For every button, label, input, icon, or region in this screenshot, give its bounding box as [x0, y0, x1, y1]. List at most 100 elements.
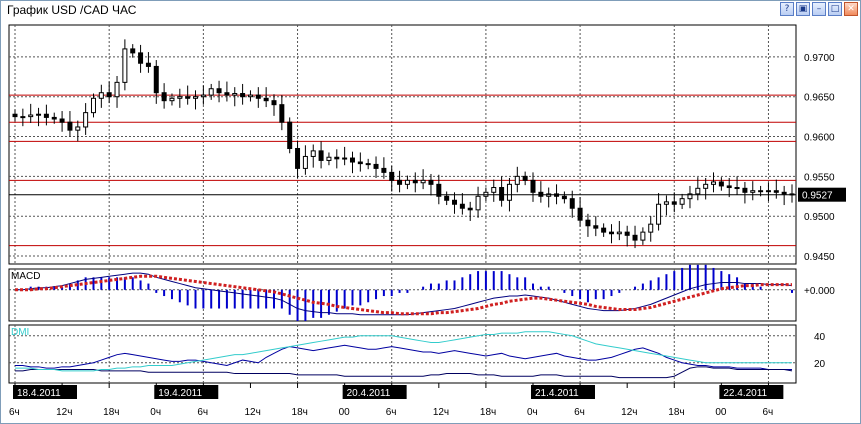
candle-body — [216, 88, 222, 94]
window-controls: ? ▣ – □ ✕ — [780, 2, 858, 16]
price-tick-label: 0.9500 — [804, 212, 835, 223]
dmi-series-line — [15, 331, 792, 372]
candle-body — [232, 93, 238, 96]
macd-pane: MACD +0.000 — [8, 264, 835, 322]
candle-body — [499, 187, 505, 201]
candle-body — [412, 179, 418, 184]
candle-body — [357, 161, 363, 165]
price-tick-label: 0.9600 — [804, 133, 835, 144]
candle-body — [711, 181, 717, 185]
price-tick-label: 0.9550 — [804, 172, 835, 183]
candle-body — [624, 231, 630, 236]
candle-body — [506, 183, 512, 201]
time-tick-label: 12ч — [244, 407, 260, 418]
candle-body — [530, 179, 536, 193]
candle-body — [200, 94, 206, 98]
candle-body — [169, 97, 175, 102]
candle-body — [334, 156, 340, 160]
time-tick-label: 00 — [715, 407, 727, 418]
candle-body — [185, 96, 191, 99]
candle-body — [12, 113, 18, 118]
dmi-title: DMI — [11, 327, 29, 338]
tile-button[interactable]: ▣ — [796, 2, 810, 16]
candle-body — [467, 207, 473, 211]
candle-body — [20, 116, 26, 119]
candle-body — [663, 201, 669, 205]
candle-body — [365, 163, 371, 166]
time-tick-label: 18ч — [292, 407, 308, 418]
date-label-box — [531, 385, 595, 399]
price-tick-label: 0.9700 — [804, 53, 835, 64]
candle-body — [601, 227, 607, 233]
candle-body — [271, 100, 277, 106]
candle-body — [608, 231, 614, 235]
dmi-tick-label: 40 — [814, 332, 826, 343]
candle-body — [514, 175, 520, 185]
candle-body — [373, 163, 379, 169]
candle-body — [247, 94, 253, 98]
candle-body — [295, 147, 301, 169]
window-title: График USD /CAD ЧАС — [7, 3, 137, 17]
candle-body — [279, 104, 285, 123]
candle-body — [742, 187, 748, 193]
time-tick-label: 18ч — [480, 407, 496, 418]
candle-body — [51, 116, 57, 120]
candle-body — [679, 198, 685, 205]
candle-body — [569, 198, 575, 209]
candle-body — [98, 92, 104, 99]
current-price-label: 0.9527 — [802, 191, 833, 202]
candle-body — [585, 219, 591, 227]
candle-body — [765, 190, 771, 193]
candle-body — [161, 92, 167, 102]
candle-body — [106, 92, 112, 98]
dmi-series-line — [15, 366, 793, 379]
candle-body — [420, 179, 426, 184]
candle-body — [177, 96, 183, 99]
close-button[interactable]: ✕ — [844, 2, 858, 16]
time-tick-label: 18ч — [103, 407, 119, 418]
candle-body — [397, 179, 403, 185]
time-tick-label: 6ч — [197, 407, 208, 418]
candle-body — [640, 231, 646, 241]
candle-body — [389, 171, 395, 181]
candle-body — [616, 231, 622, 235]
minimize-button[interactable]: – — [812, 2, 826, 16]
candle-body — [671, 201, 677, 205]
candle-body — [75, 126, 81, 131]
date-label-box — [342, 385, 407, 399]
price-tick-label: 0.9650 — [804, 93, 835, 104]
maximize-button[interactable]: □ — [828, 2, 842, 16]
signal-line — [15, 274, 792, 316]
candle-body — [428, 179, 434, 185]
candle-body — [703, 183, 709, 189]
date-label: 19.4.2011 — [158, 388, 202, 399]
chart-area[interactable]: 0.9700 0.9650 0.9600 0.9550 0.9500 0.9450 0.95… — [1, 19, 860, 423]
candle-body — [59, 118, 65, 123]
candle-body — [656, 203, 662, 225]
candle-body — [36, 113, 42, 116]
date-label: 20.4.2011 — [347, 388, 391, 399]
time-tick-label: 6ч — [574, 407, 585, 418]
dmi-pane: 40 20 DMI — [8, 324, 826, 384]
candle-body — [224, 92, 230, 96]
candle-body — [287, 121, 293, 149]
time-tick-label: 18ч — [668, 407, 684, 418]
help-button[interactable]: ? — [780, 2, 794, 16]
dmi-frame — [8, 324, 797, 384]
price-tick-label: 0.9450 — [804, 252, 835, 263]
candle-body — [326, 156, 332, 161]
date-label: 18.4.2011 — [17, 388, 61, 399]
time-tick-label: 12ч — [433, 407, 449, 418]
candle-body — [561, 195, 567, 200]
candle-body — [208, 88, 214, 96]
candle-body — [193, 96, 199, 99]
candle-body — [240, 93, 246, 98]
candle-body — [718, 181, 724, 187]
macd-title: MACD — [11, 271, 40, 282]
title-bar: График USD /CAD ЧАС ? ▣ – □ ✕ — [1, 1, 860, 19]
current-price-box — [798, 187, 846, 202]
time-tick-label: 6ч — [9, 407, 20, 418]
date-label: 21.4.2011 — [535, 388, 579, 399]
candle-body — [632, 234, 638, 241]
time-tick-label: 00 — [339, 407, 351, 418]
